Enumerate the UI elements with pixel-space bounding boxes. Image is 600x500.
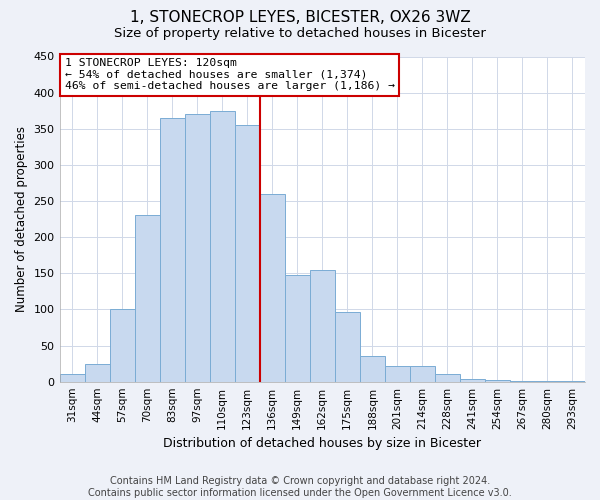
Bar [560, 381, 585, 382]
Bar [335, 312, 360, 382]
Bar [460, 379, 485, 382]
Bar [310, 270, 335, 382]
Bar [85, 364, 110, 382]
Bar [285, 274, 310, 382]
Bar [235, 125, 260, 382]
Bar [385, 366, 410, 382]
Bar [510, 381, 535, 382]
Text: Contains HM Land Registry data © Crown copyright and database right 2024.
Contai: Contains HM Land Registry data © Crown c… [88, 476, 512, 498]
X-axis label: Distribution of detached houses by size in Bicester: Distribution of detached houses by size … [163, 437, 481, 450]
Bar [435, 374, 460, 382]
Bar [360, 356, 385, 382]
Text: Size of property relative to detached houses in Bicester: Size of property relative to detached ho… [114, 28, 486, 40]
Y-axis label: Number of detached properties: Number of detached properties [15, 126, 28, 312]
Text: 1 STONECROP LEYES: 120sqm
← 54% of detached houses are smaller (1,374)
46% of se: 1 STONECROP LEYES: 120sqm ← 54% of detac… [65, 58, 395, 92]
Bar [410, 366, 435, 382]
Bar [185, 114, 209, 382]
Bar [260, 194, 285, 382]
Text: 1, STONECROP LEYES, BICESTER, OX26 3WZ: 1, STONECROP LEYES, BICESTER, OX26 3WZ [130, 10, 470, 25]
Bar [110, 310, 134, 382]
Bar [134, 216, 160, 382]
Bar [59, 374, 85, 382]
Bar [535, 381, 560, 382]
Bar [160, 118, 185, 382]
Bar [209, 110, 235, 382]
Bar [485, 380, 510, 382]
